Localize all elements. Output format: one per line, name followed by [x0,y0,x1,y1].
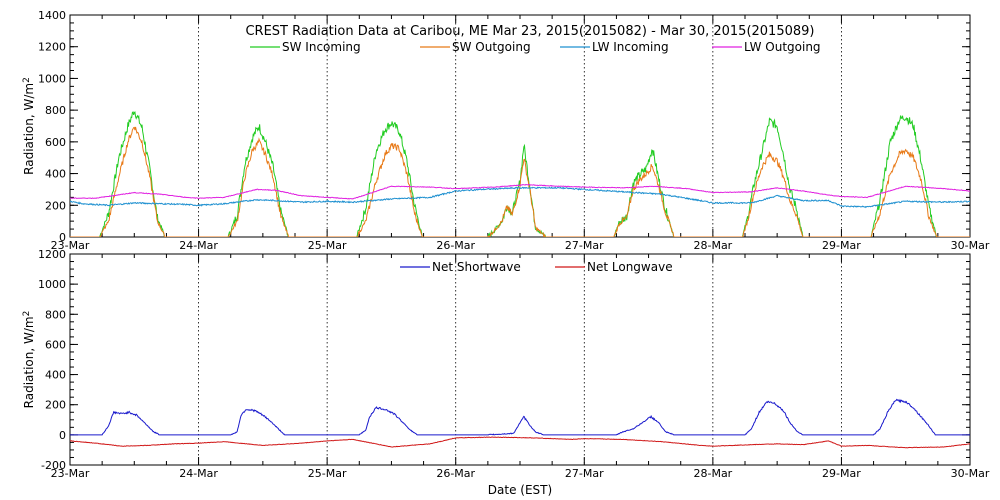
series-line-lw-outgoing [70,183,970,200]
x-tick-label: 30-Mar [951,239,990,252]
x-tick-label: 24-Mar [179,239,218,252]
x-tick-label: 27-Mar [565,239,604,252]
x-tick-label: 26-Mar [436,239,475,252]
legend-label: LW Outgoing [744,40,821,54]
x-tick-label: 28-Mar [693,239,732,252]
y-tick-label: 1000 [38,72,66,85]
panel-radiation-components: 0 200 400 600 800 1000 1200 1400 Radiation, W/m2… [22,9,990,252]
series-line-net-longwave [70,436,970,449]
x-axis-label: Date (EST) [488,483,552,497]
y-tick-label: -200 [41,459,66,472]
y-tick-label: 200 [45,199,66,212]
legend-label: LW Incoming [592,40,669,54]
panel-net-radiation: -200 0 200 400 600 800 1000 1200 Radiation, W/m2… [22,248,990,480]
y-tick-label: 800 [45,104,66,117]
chart-title: CREST Radiation Data at Caribou, ME Mar … [245,24,814,39]
x-tick-label: 25-Mar [308,467,347,480]
series-line-lw-incoming [70,186,970,209]
legend-label: Net Longwave [587,260,673,274]
y-tick-label: 1200 [38,248,66,261]
x-tick-label: 30-Mar [951,467,990,480]
x-tick-label: 27-Mar [565,467,604,480]
y-axis-label: Radiation, W/m2 [22,77,36,175]
y-tick-label: 600 [45,338,66,351]
x-tick-label: 24-Mar [179,467,218,480]
y-tick-label: 400 [45,168,66,181]
y-tick-label: 1400 [38,9,66,22]
legend-label: Net Shortwave [432,260,521,274]
y-tick-label: 0 [59,231,66,244]
y-tick-label: 1200 [38,41,66,54]
x-tick-label: 23-Mar [51,239,90,252]
legend-label: SW Outgoing [452,40,531,54]
plot-frame [69,253,971,466]
y-tick-label: 1000 [38,278,66,291]
series-line-sw-incoming [70,110,970,237]
x-tick-label: 23-Mar [51,467,90,480]
y-tick-label: 0 [59,429,66,442]
y-tick-label: 400 [45,369,66,382]
x-tick-label: 29-Mar [822,467,861,480]
y-tick-label: 200 [45,399,66,412]
series-line-sw-outgoing [70,126,970,237]
x-tick-label: 28-Mar [693,467,732,480]
x-tick-label: 29-Mar [822,239,861,252]
y-axis-label: Radiation, W/m2 [22,311,36,409]
y-tick-label: 800 [45,308,66,321]
legend-label: SW Incoming [282,40,361,54]
x-tick-label: 26-Mar [436,467,475,480]
series-line-net-shortwave [70,398,970,436]
x-tick-label: 25-Mar [308,239,347,252]
y-tick-label: 600 [45,136,66,149]
